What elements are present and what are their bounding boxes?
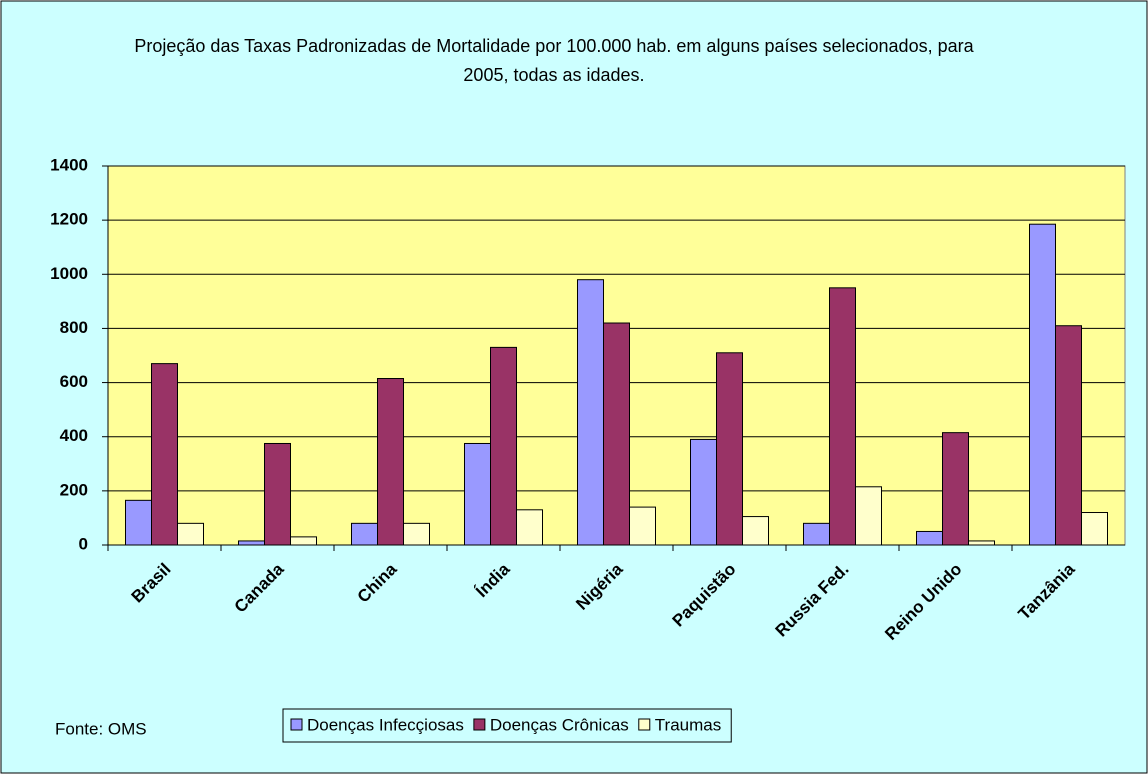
bar [803,522,830,546]
bar [125,499,152,546]
legend [282,708,732,743]
y-tick-label: 0 [79,534,88,553]
bar [177,522,204,546]
bar [1055,325,1082,546]
source-note: Fonte: OMS [55,719,147,738]
y-tick-label: 600 [60,372,88,391]
bar [264,442,291,546]
bar [403,522,430,546]
bar [1029,223,1056,546]
bar [290,536,317,546]
bar [151,363,178,546]
bar [238,540,265,546]
legend-swatch [290,718,303,731]
bar [351,522,378,546]
bar [968,540,995,546]
bar [942,432,969,546]
y-tick-label: 400 [60,426,88,445]
bar [603,322,630,546]
legend-swatch [473,718,486,731]
y-tick-label: 800 [60,318,88,337]
bar [577,279,604,546]
chart-title: Projeção das Taxas Padronizadas de Morta… [134,36,974,85]
y-tick-label: 1200 [50,210,88,229]
bar [629,506,656,546]
bar [690,438,717,546]
bar [829,287,856,546]
legend-swatch [638,718,651,731]
bar [716,352,743,546]
bar [742,516,769,546]
bar [916,530,943,546]
legend-label: Doenças Crônicas [490,715,629,734]
y-tick-label: 200 [60,480,88,499]
legend-label: Traumas [655,715,721,734]
bar [464,442,491,546]
y-tick-label: 1000 [50,264,88,283]
bar [1081,512,1108,546]
bar [377,378,404,546]
y-tick-label: 1400 [50,155,88,174]
bar [516,509,543,546]
bar [490,346,517,546]
legend-label: Doenças Infecçiosas [307,715,464,734]
bar [855,486,882,546]
